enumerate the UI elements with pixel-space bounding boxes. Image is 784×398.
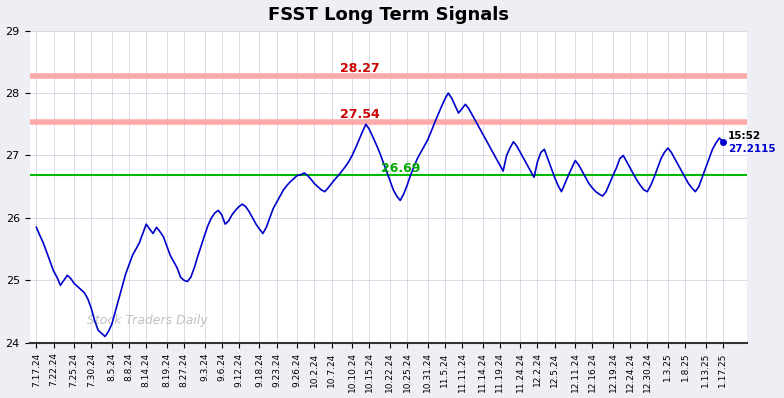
Text: 26.69: 26.69 [381,162,421,176]
Text: 15:52: 15:52 [728,131,761,141]
Text: Stock Traders Daily: Stock Traders Daily [87,314,208,327]
Text: 27.54: 27.54 [340,108,379,121]
Text: 27.2115: 27.2115 [728,144,775,154]
Text: 28.27: 28.27 [340,62,379,76]
Title: FSST Long Term Signals: FSST Long Term Signals [267,6,509,23]
